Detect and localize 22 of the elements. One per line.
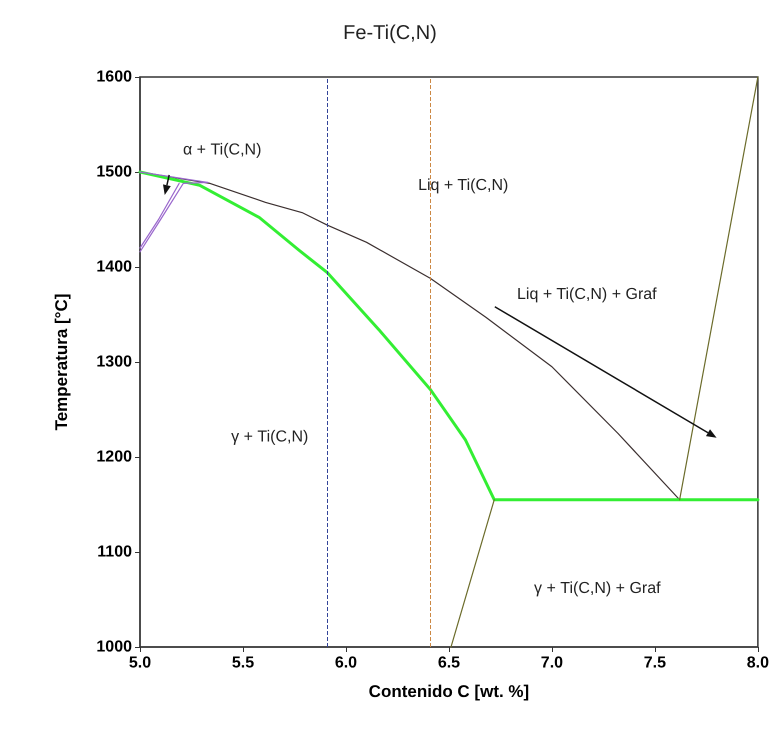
x-tick-label: 6.5 [438, 654, 460, 672]
x-tick-label: 7.0 [540, 654, 564, 672]
x-tick-label: 5.5 [232, 654, 254, 672]
annotation: Liq + Ti(C,N) [418, 176, 508, 194]
y-tick-label: 1200 [96, 448, 132, 466]
y-tick-label: 1100 [97, 544, 132, 560]
annotation: γ + Ti(C,N) [231, 428, 308, 446]
annotation: γ + Ti(C,N) + Graf [534, 580, 662, 597]
annotation: Liq + Ti(C,N) + Graf [517, 286, 658, 304]
y-tick-label: 1300 [96, 354, 132, 370]
y-tick-label: 1600 [96, 68, 132, 86]
y-tick-label: 1500 [96, 164, 132, 180]
y-axis-title: Temperatura [°C] [52, 294, 71, 430]
y-tick-label: 1400 [96, 258, 132, 276]
x-tick-label: 6.0 [334, 654, 358, 672]
x-tick-label: 5.0 [128, 654, 152, 672]
y-tick-label: 1000 [96, 638, 132, 656]
x-tick-label: 8.0 [746, 654, 770, 672]
annotation: α + Ti(C,N) [182, 141, 262, 158]
chart-title: Fe-Ti(C,N) [343, 22, 437, 44]
x-axis-title: Contenido C [wt. %] [368, 682, 530, 701]
x-tick-label: 7.5 [644, 654, 666, 672]
